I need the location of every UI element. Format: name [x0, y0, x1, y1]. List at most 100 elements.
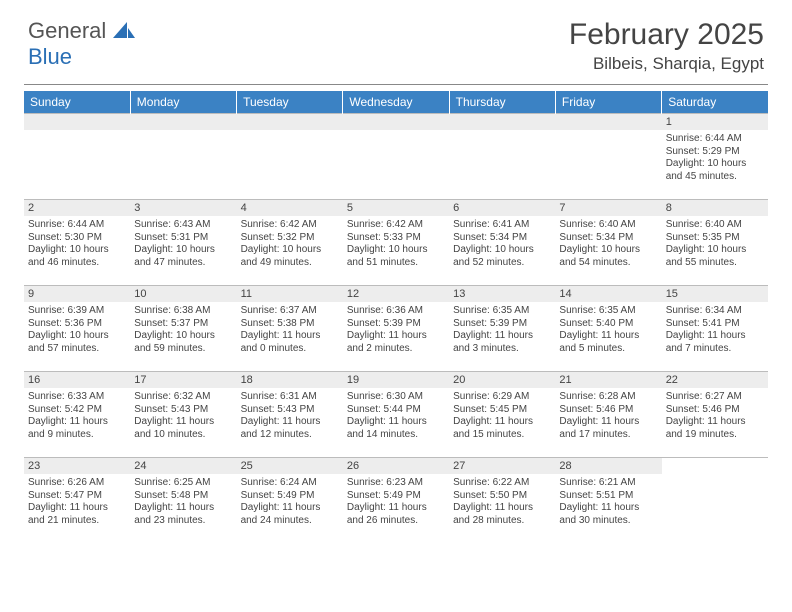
calendar-cell: 11Sunrise: 6:37 AMSunset: 5:38 PMDayligh… — [237, 286, 343, 372]
day-number: 8 — [662, 200, 768, 216]
day-body: Sunrise: 6:22 AMSunset: 5:50 PMDaylight:… — [449, 474, 555, 529]
day-number: 12 — [343, 286, 449, 302]
day-header: Friday — [555, 91, 661, 114]
day-number — [130, 114, 236, 130]
day-body: Sunrise: 6:21 AMSunset: 5:51 PMDaylight:… — [555, 474, 661, 529]
day-header: Thursday — [449, 91, 555, 114]
day-header: Wednesday — [343, 91, 449, 114]
daylight-text: Daylight: 11 hours and 24 minutes. — [241, 502, 339, 527]
calendar-cell: 20Sunrise: 6:29 AMSunset: 5:45 PMDayligh… — [449, 372, 555, 458]
day-body: Sunrise: 6:31 AMSunset: 5:43 PMDaylight:… — [237, 388, 343, 443]
day-body: Sunrise: 6:36 AMSunset: 5:39 PMDaylight:… — [343, 302, 449, 357]
calendar-cell — [449, 114, 555, 200]
daylight-text: Daylight: 11 hours and 5 minutes. — [559, 330, 657, 355]
sunset-text: Sunset: 5:39 PM — [453, 318, 551, 331]
daylight-text: Daylight: 11 hours and 15 minutes. — [453, 416, 551, 441]
day-number: 26 — [343, 458, 449, 474]
day-number: 23 — [24, 458, 130, 474]
calendar-cell: 14Sunrise: 6:35 AMSunset: 5:40 PMDayligh… — [555, 286, 661, 372]
day-body: Sunrise: 6:40 AMSunset: 5:34 PMDaylight:… — [555, 216, 661, 271]
calendar-cell: 17Sunrise: 6:32 AMSunset: 5:43 PMDayligh… — [130, 372, 236, 458]
calendar-cell: 21Sunrise: 6:28 AMSunset: 5:46 PMDayligh… — [555, 372, 661, 458]
daylight-text: Daylight: 11 hours and 21 minutes. — [28, 502, 126, 527]
calendar-cell: 26Sunrise: 6:23 AMSunset: 5:49 PMDayligh… — [343, 458, 449, 544]
sunrise-text: Sunrise: 6:29 AM — [453, 391, 551, 404]
calendar-cell: 1Sunrise: 6:44 AMSunset: 5:29 PMDaylight… — [662, 114, 768, 200]
sunset-text: Sunset: 5:45 PM — [453, 404, 551, 417]
sunrise-text: Sunrise: 6:32 AM — [134, 391, 232, 404]
daylight-text: Daylight: 10 hours and 47 minutes. — [134, 244, 232, 269]
sunrise-text: Sunrise: 6:33 AM — [28, 391, 126, 404]
day-body: Sunrise: 6:29 AMSunset: 5:45 PMDaylight:… — [449, 388, 555, 443]
calendar-cell: 8Sunrise: 6:40 AMSunset: 5:35 PMDaylight… — [662, 200, 768, 286]
sunrise-text: Sunrise: 6:26 AM — [28, 477, 126, 490]
day-number: 14 — [555, 286, 661, 302]
day-body: Sunrise: 6:42 AMSunset: 5:32 PMDaylight:… — [237, 216, 343, 271]
calendar-cell: 24Sunrise: 6:25 AMSunset: 5:48 PMDayligh… — [130, 458, 236, 544]
day-number: 9 — [24, 286, 130, 302]
day-body: Sunrise: 6:25 AMSunset: 5:48 PMDaylight:… — [130, 474, 236, 529]
sunrise-text: Sunrise: 6:23 AM — [347, 477, 445, 490]
sunrise-text: Sunrise: 6:28 AM — [559, 391, 657, 404]
calendar-cell — [555, 114, 661, 200]
calendar-cell: 2Sunrise: 6:44 AMSunset: 5:30 PMDaylight… — [24, 200, 130, 286]
calendar-cell: 22Sunrise: 6:27 AMSunset: 5:46 PMDayligh… — [662, 372, 768, 458]
sunset-text: Sunset: 5:39 PM — [347, 318, 445, 331]
daylight-text: Daylight: 10 hours and 51 minutes. — [347, 244, 445, 269]
day-header: Monday — [130, 91, 236, 114]
day-number: 24 — [130, 458, 236, 474]
sunset-text: Sunset: 5:34 PM — [559, 232, 657, 245]
sunrise-text: Sunrise: 6:24 AM — [241, 477, 339, 490]
calendar-cell: 7Sunrise: 6:40 AMSunset: 5:34 PMDaylight… — [555, 200, 661, 286]
month-title: February 2025 — [569, 18, 764, 52]
day-number: 15 — [662, 286, 768, 302]
calendar-cell: 9Sunrise: 6:39 AMSunset: 5:36 PMDaylight… — [24, 286, 130, 372]
day-body: Sunrise: 6:44 AMSunset: 5:29 PMDaylight:… — [662, 130, 768, 185]
day-body: Sunrise: 6:24 AMSunset: 5:49 PMDaylight:… — [237, 474, 343, 529]
calendar-cell: 27Sunrise: 6:22 AMSunset: 5:50 PMDayligh… — [449, 458, 555, 544]
sunrise-text: Sunrise: 6:35 AM — [559, 305, 657, 318]
day-number: 11 — [237, 286, 343, 302]
sunrise-text: Sunrise: 6:40 AM — [666, 219, 764, 232]
day-body — [24, 130, 130, 135]
sunset-text: Sunset: 5:30 PM — [28, 232, 126, 245]
day-number: 10 — [130, 286, 236, 302]
sunset-text: Sunset: 5:31 PM — [134, 232, 232, 245]
day-number: 7 — [555, 200, 661, 216]
calendar-cell: 6Sunrise: 6:41 AMSunset: 5:34 PMDaylight… — [449, 200, 555, 286]
daylight-text: Daylight: 11 hours and 23 minutes. — [134, 502, 232, 527]
day-body: Sunrise: 6:37 AMSunset: 5:38 PMDaylight:… — [237, 302, 343, 357]
sunset-text: Sunset: 5:44 PM — [347, 404, 445, 417]
sunset-text: Sunset: 5:43 PM — [241, 404, 339, 417]
sunset-text: Sunset: 5:47 PM — [28, 490, 126, 503]
calendar-cell: 18Sunrise: 6:31 AMSunset: 5:43 PMDayligh… — [237, 372, 343, 458]
daylight-text: Daylight: 10 hours and 52 minutes. — [453, 244, 551, 269]
sunset-text: Sunset: 5:32 PM — [241, 232, 339, 245]
day-number — [555, 114, 661, 130]
daylight-text: Daylight: 10 hours and 54 minutes. — [559, 244, 657, 269]
day-body: Sunrise: 6:40 AMSunset: 5:35 PMDaylight:… — [662, 216, 768, 271]
sunrise-text: Sunrise: 6:35 AM — [453, 305, 551, 318]
sunrise-text: Sunrise: 6:42 AM — [347, 219, 445, 232]
daylight-text: Daylight: 11 hours and 7 minutes. — [666, 330, 764, 355]
day-number — [449, 114, 555, 130]
day-body: Sunrise: 6:42 AMSunset: 5:33 PMDaylight:… — [343, 216, 449, 271]
sunrise-text: Sunrise: 6:40 AM — [559, 219, 657, 232]
day-number: 21 — [555, 372, 661, 388]
calendar-cell: 23 Sunrise: 6:26 AMSunset: 5:47 PMDayligh… — [24, 458, 130, 544]
sunset-text: Sunset: 5:29 PM — [666, 146, 764, 159]
logo-text-blue: Blue — [28, 44, 72, 69]
sunset-text: Sunset: 5:37 PM — [134, 318, 232, 331]
calendar-cell: 25Sunrise: 6:24 AMSunset: 5:49 PMDayligh… — [237, 458, 343, 544]
daylight-text: Daylight: 11 hours and 3 minutes. — [453, 330, 551, 355]
sunrise-text: Sunrise: 6:41 AM — [453, 219, 551, 232]
sunrise-text: Sunrise: 6:37 AM — [241, 305, 339, 318]
day-body: Sunrise: 6:23 AMSunset: 5:49 PMDaylight:… — [343, 474, 449, 529]
day-body: Sunrise: 6:41 AMSunset: 5:34 PMDaylight:… — [449, 216, 555, 271]
sunset-text: Sunset: 5:34 PM — [453, 232, 551, 245]
calendar-week-row: 23Sunrise: 6:26 AMSunset: 5:47 PMDayligh… — [24, 458, 768, 544]
sunset-text: Sunset: 5:43 PM — [134, 404, 232, 417]
day-number: 17 — [130, 372, 236, 388]
sunrise-text: Sunrise: 6:21 AM — [559, 477, 657, 490]
sunset-text: Sunset: 5:51 PM — [559, 490, 657, 503]
